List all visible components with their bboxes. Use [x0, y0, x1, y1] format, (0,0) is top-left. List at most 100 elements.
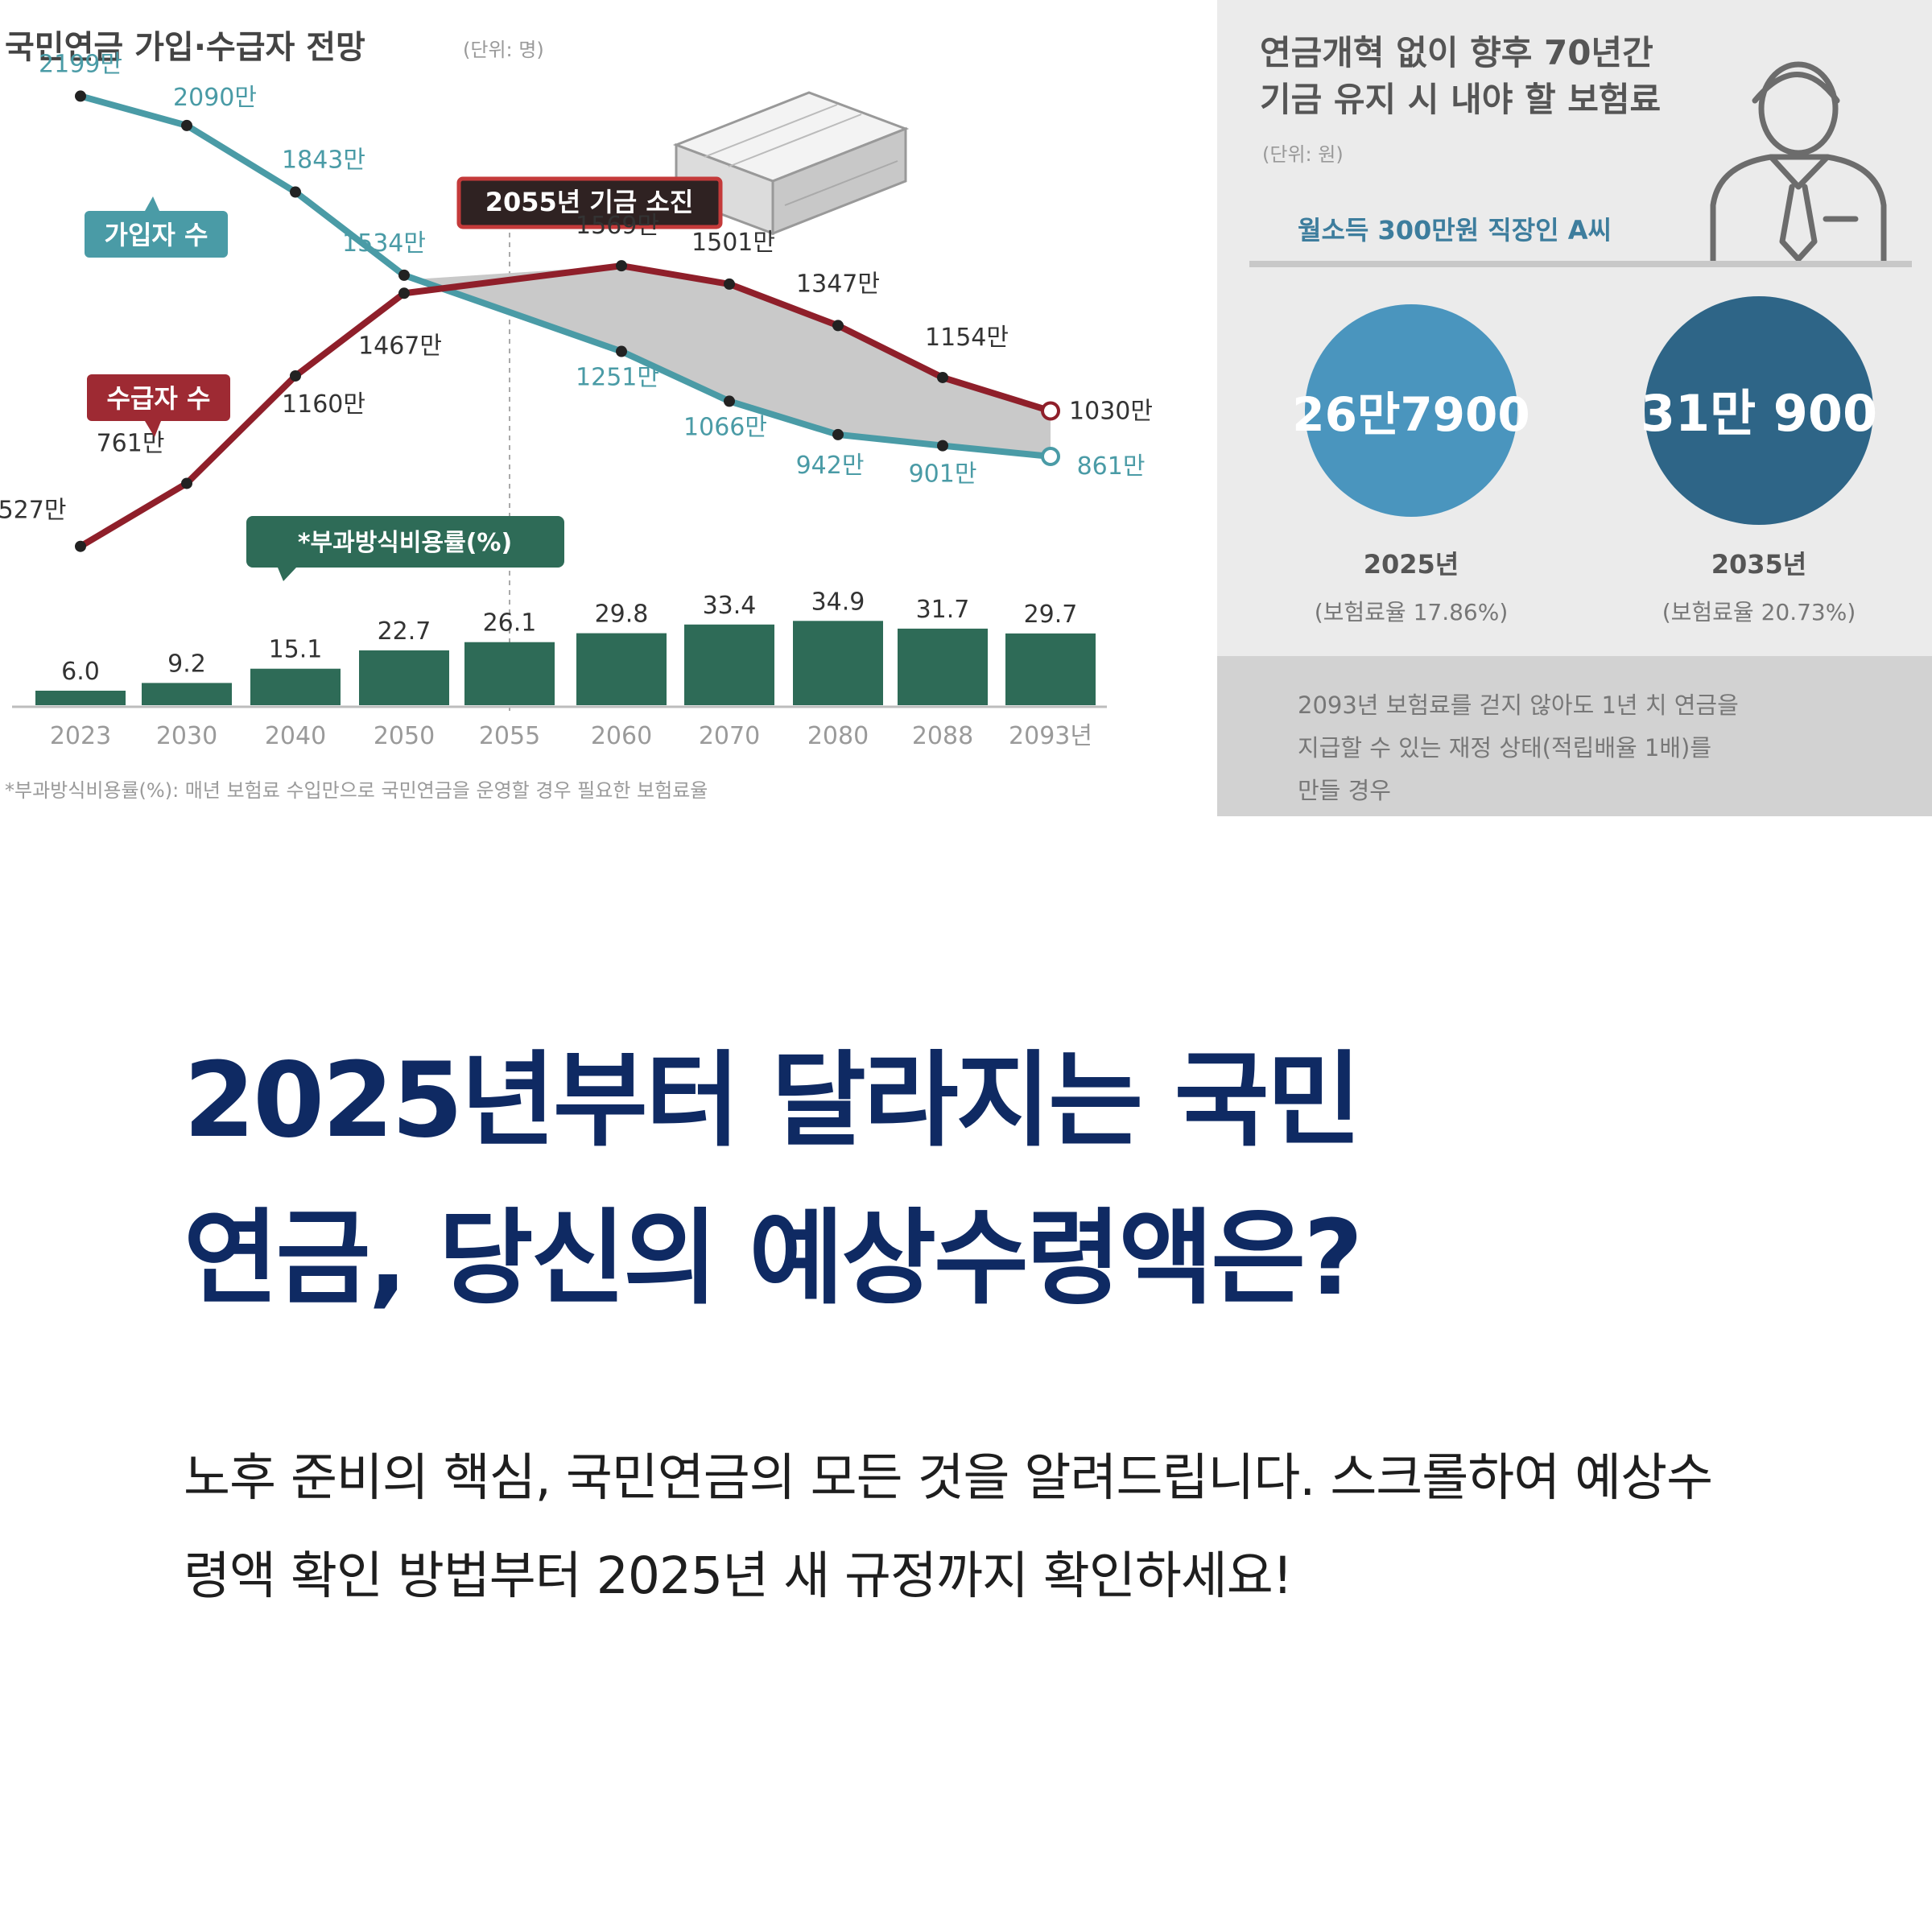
bar-2030: [142, 683, 232, 705]
label-subscribers-2040: 1843만: [282, 147, 365, 175]
bar-2040: [250, 668, 341, 705]
point-subscribers-2050: [398, 269, 410, 281]
label-subscribers-2023: 2199만: [39, 50, 122, 78]
bar-2093년: [1005, 633, 1096, 705]
left-infographic-panel: 국민연금 가입·수급자 전망 (단위: 명) 2055년 기금 소진 2199만…: [0, 29, 1153, 802]
point-recipients-2030: [181, 477, 192, 489]
year-axis-labels: 2023 2030 2040 2050 2055 2060 2070 2080 2088 2093…: [50, 722, 1092, 750]
premium-2025-year: 2025년: [1364, 549, 1459, 580]
point-recipients-2070: [724, 278, 735, 290]
label-subscribers-2060: 1251만: [576, 364, 659, 392]
ratio-footnote: *부과방식비용률(%): 매년 보험료 수입만으로 국민연금을 운영할 경우 필…: [5, 779, 708, 802]
x-label-2070: 2070: [699, 722, 760, 750]
money-stack-illustration: [672, 91, 910, 236]
point-subscribers-2030: [181, 119, 192, 131]
bar-2070: [684, 624, 774, 705]
ratio-bars: [35, 621, 1096, 705]
point-subscribers-2070: [724, 395, 735, 407]
x-label-2060: 2060: [591, 722, 652, 750]
office-worker-icon: [1710, 61, 1887, 265]
point-subscribers-2023: [75, 90, 86, 102]
right-footer-line3: 만들 경우: [1298, 777, 1391, 804]
label-subscribers-2030: 2090만: [173, 84, 257, 112]
x-label-2055: 2055: [479, 722, 540, 750]
label-subscribers-2070: 1066만: [683, 413, 767, 441]
bar-label-2055: 26.1: [483, 609, 537, 638]
point-recipients-2060: [616, 260, 627, 272]
bar-2050: [359, 650, 449, 705]
right-panel-subtitle: 월소득 300만원 직장인 A씨: [1298, 215, 1612, 246]
x-label-2088: 2088: [912, 722, 973, 750]
label-recipients-2093년: 1030만: [1069, 397, 1153, 425]
label-recipients-2088: 1154만: [925, 324, 1009, 352]
legend-recipients-badge: 수급자 수: [87, 374, 230, 437]
point-recipients-2050: [398, 287, 410, 299]
x-label-2080: 2080: [807, 722, 869, 750]
bar-label-2080: 34.9: [811, 588, 865, 616]
right-panel-unit: (단위: 원): [1262, 143, 1344, 166]
premium-2035-note: (보험료율 20.73%): [1662, 599, 1856, 625]
label-subscribers-2088: 901만: [909, 460, 977, 489]
premium-2025-note: (보험료율 17.86%): [1315, 599, 1509, 625]
x-label-2023: 2023: [50, 722, 111, 750]
point-subscribers-2093년: [1041, 446, 1060, 466]
label-recipients-2023: 527만: [0, 497, 66, 525]
point-subscribers-2040: [290, 186, 301, 198]
left-panel-unit: (단위: 명): [463, 39, 544, 61]
label-recipients-2040: 1160만: [282, 390, 365, 419]
infographic-svg: 국민연금 가입·수급자 전망 (단위: 명) 2055년 기금 소진 2199만…: [0, 0, 1932, 816]
label-subscribers-2050: 1534만: [342, 229, 426, 258]
hero-infographic: 국민연금 가입·수급자 전망 (단위: 명) 2055년 기금 소진 2199만…: [0, 0, 1932, 816]
ratio-callout-text: *부과방식비용률(%): [298, 529, 512, 557]
premium-2035-value: 31만 900: [1641, 384, 1877, 443]
x-label-2030: 2030: [156, 722, 217, 750]
left-panel-title: 국민연금 가입·수급자 전망: [5, 29, 365, 66]
right-panel-footer-box: [1217, 656, 1932, 816]
bar-label-2070: 33.4: [703, 592, 757, 620]
depletion-callout-box: [456, 176, 723, 229]
bar-label-2093년: 29.7: [1024, 601, 1078, 629]
premium-circle-2035: 31만 900: [1641, 296, 1877, 525]
headline: 2025년부터 달라지는 국민 연금, 당신의 예상수령액은?: [184, 1022, 1777, 1338]
label-subscribers-2093년: 861만: [1077, 452, 1146, 481]
bar-2060: [576, 633, 667, 705]
right-footer-line2: 지급할 수 있는 재정 상태(적립배율 1배)를: [1298, 734, 1711, 762]
right-infographic-panel: 연금개혁 없이 향후 70년간 기금 유지 시 내야 할 보험료 (단위: 원)…: [1217, 0, 1932, 816]
legend-subscribers-badge: 가입자 수: [85, 196, 228, 258]
bar-label-2060: 29.8: [595, 601, 649, 629]
bar-2055: [464, 642, 555, 705]
point-subscribers-2060: [616, 345, 627, 357]
right-panel-title-line2: 기금 유지 시 내야 할 보험료: [1260, 80, 1661, 119]
ratio-callout-badge: *부과방식비용률(%): [246, 516, 564, 581]
premium-2025-value: 26만7900: [1292, 387, 1530, 442]
headline-line-2: 연금, 당신의 예상수령액은?: [184, 1199, 1363, 1319]
x-label-2093년: 2093년: [1009, 722, 1092, 750]
depletion-callout-text: 2055년 기금 소진: [485, 187, 694, 217]
bar-label-2088: 31.7: [916, 596, 970, 624]
bar-2023: [35, 691, 126, 705]
x-label-2040: 2040: [265, 722, 326, 750]
label-recipients-2050: 1467만: [358, 332, 442, 360]
premium-2035-year: 2035년: [1711, 549, 1807, 580]
point-recipients-2040: [290, 369, 301, 382]
bar-2088: [898, 628, 988, 705]
legend-recipients-text: 수급자 수: [107, 383, 211, 414]
bar-label-2050: 22.7: [378, 617, 431, 646]
label-recipients-2070: 1501만: [691, 229, 775, 257]
legend-subscribers-text: 가입자 수: [105, 220, 208, 250]
line-markers: [75, 90, 1060, 552]
bar-label-2040: 15.1: [269, 636, 323, 664]
point-recipients-2093년: [1041, 401, 1060, 421]
x-label-2050: 2050: [374, 722, 435, 750]
fund-gap-area: [419, 266, 1051, 456]
label-recipients-2060: 1569만: [576, 212, 659, 240]
point-recipients-2080: [832, 320, 844, 332]
premium-circle-2025: 26만7900: [1292, 304, 1530, 517]
right-panel-title-line1: 연금개혁 없이 향후 70년간: [1260, 33, 1653, 72]
intro-paragraph: 노후 준비의 핵심, 국민연금의 모든 것을 알려드립니다. 스크롤하여 예상수…: [184, 1448, 1713, 1605]
point-recipients-2023: [75, 540, 86, 552]
point-subscribers-2080: [832, 428, 844, 440]
label-subscribers-2080: 942만: [796, 452, 865, 480]
bar-label-2030: 9.2: [167, 650, 206, 678]
headline-line-1: 2025년부터 달라지는 국민: [184, 1041, 1361, 1161]
